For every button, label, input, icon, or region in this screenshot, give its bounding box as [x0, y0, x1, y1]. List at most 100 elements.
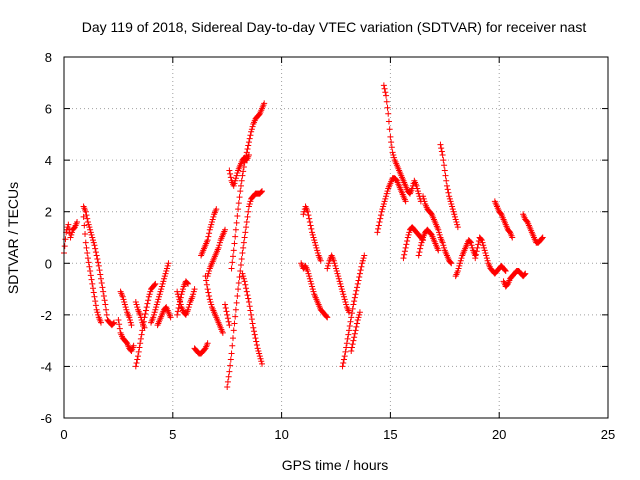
- data-point: [227, 356, 234, 363]
- y-tick-label: 2: [45, 205, 52, 220]
- data-point: [343, 301, 350, 308]
- data-point: [205, 233, 212, 240]
- data-point: [382, 195, 389, 202]
- data-point: [354, 320, 361, 327]
- data-point: [351, 334, 358, 341]
- series-arc-a23: [324, 252, 353, 316]
- data-point: [150, 314, 157, 321]
- data-point: [137, 314, 144, 321]
- data-point: [135, 348, 142, 355]
- data-point: [325, 262, 332, 269]
- data-point: [185, 304, 192, 311]
- y-tick-label: 4: [45, 153, 52, 168]
- data-point: [215, 244, 222, 251]
- data-point: [339, 288, 346, 295]
- data-point: [143, 304, 150, 311]
- data-point: [359, 257, 366, 264]
- data-point: [354, 280, 361, 287]
- data-point: [232, 233, 239, 240]
- data-point: [312, 242, 319, 249]
- series-arc-a20: [239, 270, 266, 367]
- data-point: [154, 298, 161, 305]
- data-point: [158, 286, 165, 293]
- data-point: [207, 224, 214, 231]
- data-point: [82, 231, 89, 238]
- data-point: [233, 299, 240, 306]
- data-point: [304, 268, 311, 275]
- data-point: [452, 216, 459, 223]
- series-arc-a17: [224, 188, 266, 391]
- data-point: [247, 132, 254, 139]
- data-point: [435, 247, 442, 254]
- data-point: [417, 245, 424, 252]
- data-point: [102, 301, 109, 308]
- data-point: [332, 262, 339, 269]
- series-arc-a15: [204, 226, 229, 280]
- data-point: [190, 288, 197, 295]
- data-point: [236, 194, 243, 201]
- data-point: [345, 331, 352, 338]
- y-tick-label: -2: [40, 308, 52, 323]
- data-point: [205, 289, 212, 296]
- data-point: [359, 260, 366, 267]
- data-points: [61, 82, 546, 391]
- data-point: [185, 280, 192, 287]
- data-point: [351, 294, 358, 301]
- data-point: [244, 292, 251, 299]
- x-tick-label: 10: [274, 427, 288, 442]
- data-point: [234, 292, 241, 299]
- data-point: [133, 301, 140, 308]
- data-point: [383, 193, 390, 200]
- data-point: [251, 328, 258, 335]
- data-point: [121, 298, 128, 305]
- data-point: [451, 211, 458, 218]
- data-point: [100, 288, 107, 295]
- data-point: [174, 288, 181, 295]
- data-point: [381, 198, 388, 205]
- data-point: [68, 229, 75, 236]
- series-arc-a36: [520, 211, 546, 246]
- data-point: [227, 174, 234, 181]
- data-point: [184, 280, 191, 287]
- data-point: [156, 293, 163, 300]
- data-point: [244, 145, 251, 152]
- data-point: [246, 135, 253, 142]
- data-point: [354, 317, 361, 324]
- data-point: [229, 259, 236, 266]
- series-arc-a25: [348, 309, 363, 354]
- data-point: [454, 224, 461, 231]
- data-point: [311, 237, 318, 244]
- data-point: [87, 272, 94, 279]
- data-point: [314, 249, 321, 256]
- data-point: [390, 151, 397, 158]
- data-point: [356, 309, 363, 316]
- data-point: [84, 249, 91, 256]
- data-point: [206, 292, 213, 299]
- data-point: [242, 281, 249, 288]
- data-point: [158, 283, 165, 290]
- data-point: [436, 231, 443, 238]
- data-point: [163, 265, 170, 272]
- series-arc-a29: [415, 226, 442, 259]
- data-point: [242, 229, 249, 236]
- data-point: [84, 219, 91, 226]
- data-point: [245, 295, 252, 302]
- data-point: [246, 303, 253, 310]
- data-point: [420, 193, 427, 200]
- data-point: [161, 273, 168, 280]
- data-point: [348, 344, 355, 351]
- data-point: [235, 200, 242, 207]
- data-point: [418, 239, 425, 246]
- data-point: [92, 302, 99, 309]
- data-point: [258, 188, 265, 195]
- data-point: [240, 244, 247, 251]
- data-point: [157, 288, 164, 295]
- data-point: [354, 284, 361, 291]
- data-point: [232, 175, 239, 182]
- data-point: [245, 208, 252, 215]
- data-point: [245, 203, 252, 210]
- data-point: [383, 190, 390, 197]
- data-point: [240, 168, 247, 175]
- data-point: [237, 182, 244, 189]
- data-point: [80, 213, 87, 220]
